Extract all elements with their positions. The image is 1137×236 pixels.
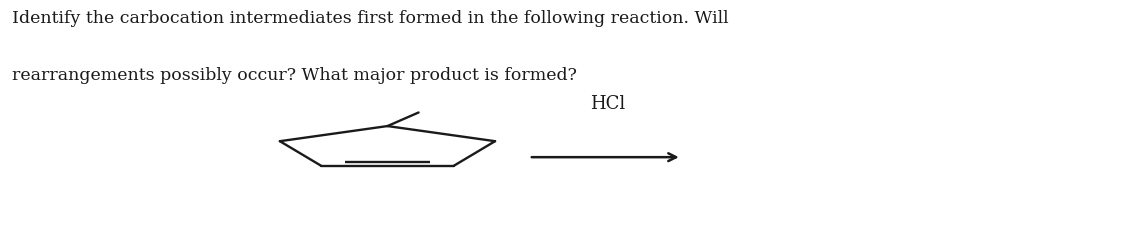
Text: Identify the carbocation intermediates first formed in the following reaction. W: Identify the carbocation intermediates f… — [11, 10, 729, 27]
Text: rearrangements possibly occur? What major product is formed?: rearrangements possibly occur? What majo… — [11, 67, 576, 84]
Text: HCl: HCl — [590, 95, 625, 113]
